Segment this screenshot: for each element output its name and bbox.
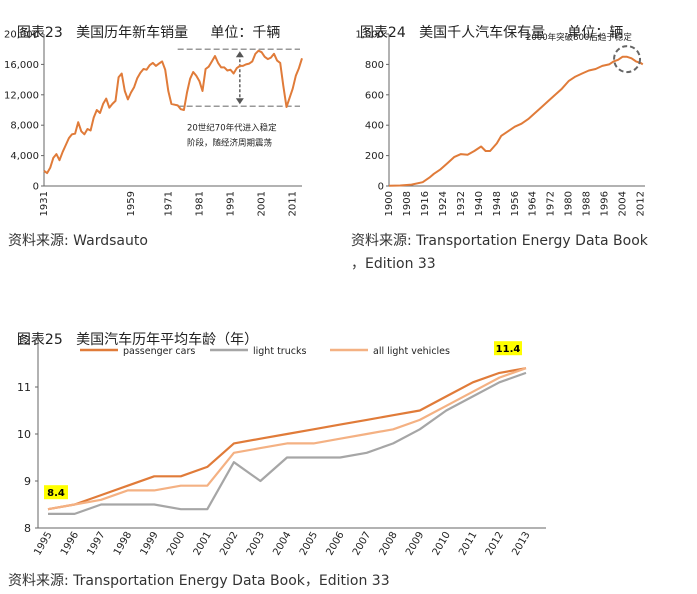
fig23-y-tick-label: 16,000 (4, 60, 39, 71)
fig23-x-tick-label: 1981 (194, 191, 205, 216)
fig24-source-line1: 资料来源: Transportation Energy Data Book (351, 233, 648, 249)
fig25-x-tick-label: 2009 (404, 530, 426, 558)
fig24-x-tick-label: 1948 (492, 191, 503, 216)
fig24-x-tick-label: 1924 (438, 191, 449, 216)
fig25-y-tick-label: 11 (17, 381, 31, 394)
fig23-annotation-line2: 阶段，随经济周期震荡 (187, 138, 273, 149)
fig25-series-line-2 (47, 367, 527, 511)
fig25-x-tick-label: 2000 (165, 530, 187, 558)
fig25-y-tick-label: 9 (24, 475, 31, 488)
fig25-legend-label-0: passenger cars (123, 346, 195, 357)
fig24-x-tick-label: 1932 (456, 191, 467, 216)
fig23-x-tick-label: 1991 (226, 191, 237, 216)
fig25-source: 资料来源: Transportation Energy Data Book，Ed… (8, 573, 390, 589)
fig25-x-tick-label: 2008 (378, 530, 400, 558)
fig24-x-tick-label: 1980 (564, 191, 575, 216)
fig24-title: 图表24 美国千人汽车保有量 单位：辆 (351, 6, 623, 42)
fig24-y-tick-label: 600 (365, 90, 384, 101)
fig25-x-tick-label: 2006 (324, 530, 346, 558)
fig23-unit: 单位：千辆 (210, 25, 281, 41)
fig25-x-tick-label: 2007 (351, 530, 373, 558)
fig23-chart: 0 4,000 8,000 12,000 16,000 20,000 1931 1959 197… (4, 30, 303, 216)
fig24-chart: 0 200 400 600 800 1,000 1900 1908 1916 1924 1932 19… (355, 30, 647, 217)
fig25-x-tick-label: 2003 (245, 530, 267, 558)
fig25-chart: 8 9 10 11 12 1995 1996 1997 1998 1999 2000 2001 2002… (17, 334, 546, 558)
fig25-start-label-box (44, 485, 68, 500)
fig25-y-tick-label: 12 (17, 334, 31, 347)
fig23-title-text: 美国历年新车销量 (76, 25, 189, 41)
fig25-x-tick-label: 2011 (457, 530, 479, 558)
fig24-x-tick-label: 1972 (546, 191, 557, 216)
fig25-x-tick-label: 2013 (510, 530, 532, 558)
fig25-x-tick-label: 2002 (218, 530, 240, 558)
fig23-x-tick-label: 1959 (126, 191, 137, 216)
fig24-source-line2: ，Edition 33 (351, 256, 436, 272)
fig24-y-tick-label: 200 (365, 151, 384, 162)
fig24-x-tick-label: 1996 (600, 191, 611, 216)
fig23-y-tick-label: 8,000 (10, 121, 39, 132)
fig25-x-tick-label: 1997 (85, 530, 107, 558)
fig24-x-tick-label: 2012 (636, 191, 647, 216)
fig23-title: 图表23 美国历年新车销量 单位：千辆 (8, 6, 280, 42)
fig25-x-tick-label: 2001 (192, 530, 214, 558)
fig23-y-tick-label: 20,000 (4, 30, 39, 41)
fig25-x-tick-label: 2010 (431, 530, 453, 558)
fig24-annotation: 2000年突破800后趋于稳定 (526, 32, 632, 43)
fig24-x-tick-label: 2004 (618, 191, 629, 216)
fig23-series-line (43, 49, 303, 175)
fig25-x-tick-label: 1995 (32, 530, 54, 558)
fig25-end-label: 11.4 (496, 344, 521, 355)
fig23-y-tick-label: 12,000 (4, 90, 39, 101)
fig24-x-tick-label: 1900 (384, 191, 395, 216)
fig25-y-tick-label: 8 (24, 522, 31, 535)
fig24-unit: 单位：辆 (567, 25, 624, 41)
fig24-x-tick-label: 1964 (528, 191, 539, 216)
fig25-title: 图表25 美国汽车历年平均车龄（年） (8, 313, 258, 349)
fig25-legend-label-1: light trucks (253, 346, 306, 357)
fig23-arrow-head-up (235, 51, 244, 58)
fig23-y-tick-label: 0 (33, 182, 39, 193)
fig24-x-tick-label: 1940 (474, 191, 485, 216)
fig25-x-tick-label: 1996 (59, 530, 81, 558)
fig25-end-label-box (494, 341, 522, 356)
fig23-x-tick-label: 1971 (163, 191, 174, 216)
fig24-label: 图表24 (359, 25, 406, 41)
fig24-y-tick-label: 0 (378, 182, 384, 193)
fig24-x-tick-label: 1908 (402, 191, 413, 216)
fig23-label: 图表23 (16, 25, 63, 41)
fig24-x-tick-label: 1988 (582, 191, 593, 216)
fig24-y-tick-label: 1,000 (355, 30, 384, 41)
fig23-x-tick-label: 2001 (257, 191, 268, 216)
fig24-y-tick-label: 800 (365, 60, 384, 71)
fig25-x-tick-label: 2004 (271, 530, 293, 558)
fig25-x-tick-label: 2005 (298, 530, 320, 558)
fig23-source: 资料来源: Wardsauto (8, 233, 148, 249)
fig25-x-tick-label: 1999 (139, 530, 161, 558)
fig25-label: 图表25 (16, 332, 63, 348)
fig25-x-tick-label: 2012 (484, 530, 506, 558)
fig25-series-line-1 (48, 371, 527, 515)
fig25-title-text: 美国汽车历年平均车龄（年） (76, 332, 259, 348)
fig24-x-tick-label: 1916 (420, 191, 431, 216)
fig24-y-tick-label: 400 (365, 121, 384, 132)
fig23-x-tick-label: 2011 (288, 191, 299, 216)
fig25-y-tick-label: 10 (17, 428, 31, 441)
fig25-series-line-0 (47, 367, 527, 511)
fig25-x-tick-label: 1998 (112, 530, 134, 558)
fig23-annotation-line1: 20世纪70年代进入稳定 (187, 123, 277, 134)
fig23-y-tick-label: 4,000 (10, 151, 39, 162)
fig25-start-label: 8.4 (47, 488, 65, 499)
fig24-series-line (388, 55, 644, 187)
fig25-legend-label-2: all light vehicles (373, 346, 450, 357)
fig23-arrow-head-down (235, 98, 244, 105)
fig24-highlight-ellipse (613, 45, 642, 74)
fig24-x-tick-label: 1956 (510, 191, 521, 216)
fig23-x-tick-label: 1931 (39, 191, 50, 216)
fig24-title-text: 美国千人汽车保有量 (419, 25, 546, 41)
